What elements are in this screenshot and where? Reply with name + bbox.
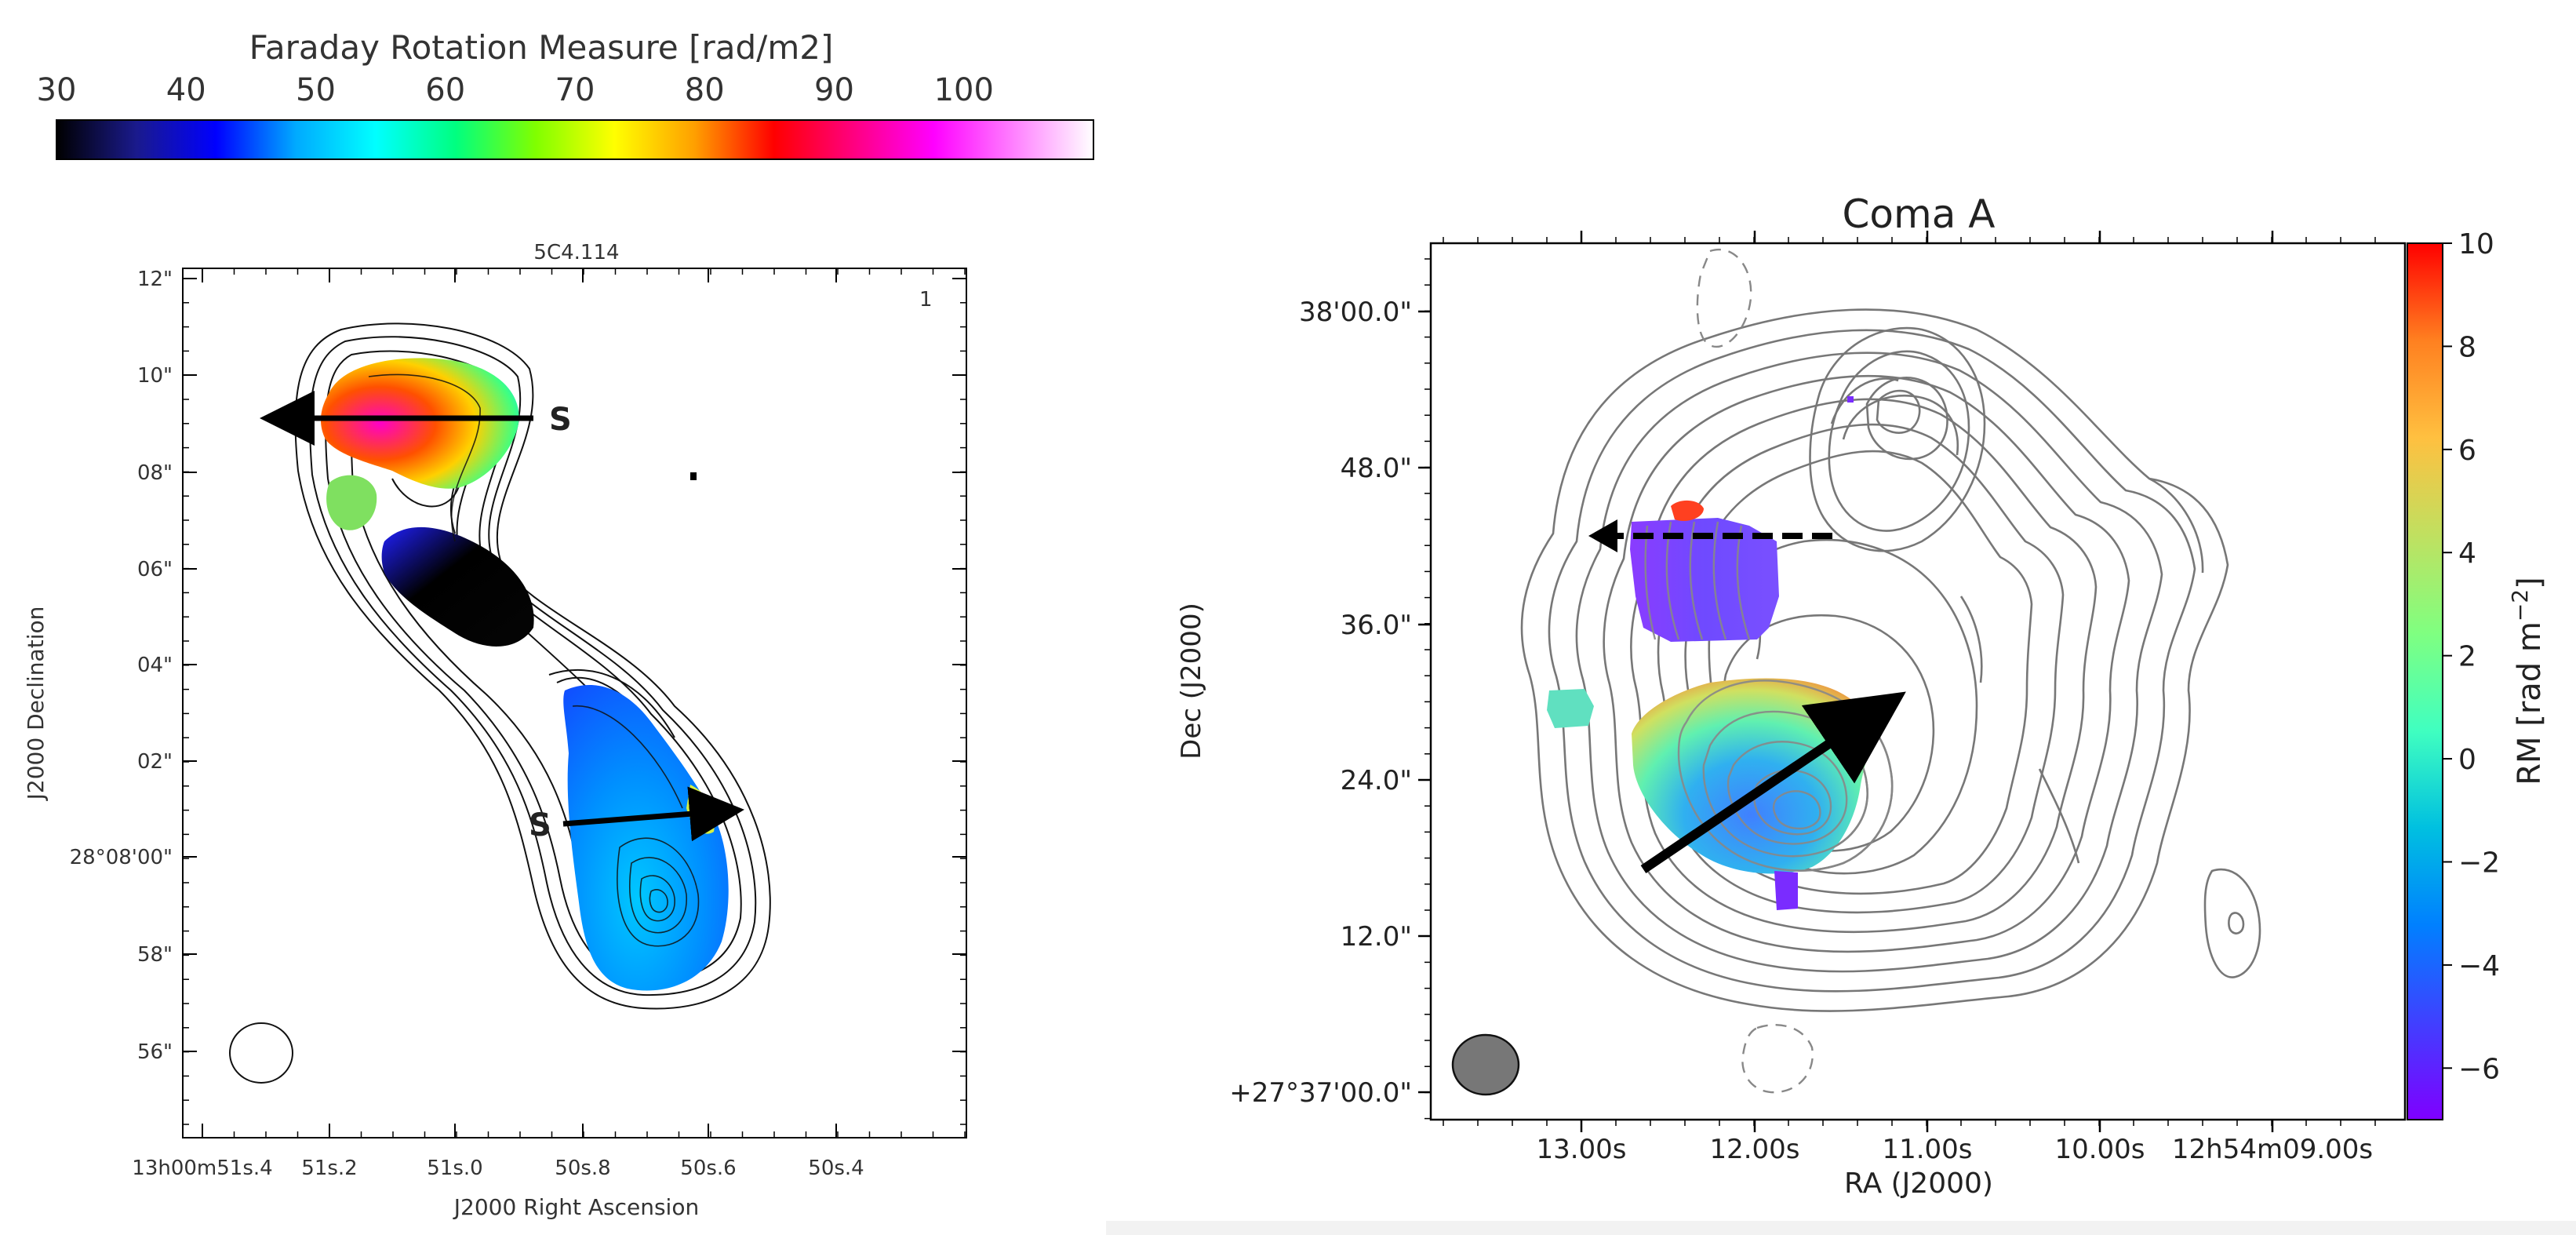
left-rm-region-jet xyxy=(381,526,534,647)
right-beam xyxy=(1451,1033,1520,1096)
left-arrow-south xyxy=(562,786,744,842)
right-panel: Coma A xyxy=(1176,191,2548,1200)
left-y-tick-label: 58" xyxy=(137,943,173,967)
right-rm-region-south-tail xyxy=(1774,871,1798,910)
right-colorbar-tick-label: 8 xyxy=(2458,331,2476,363)
left-annotation-s-south: S xyxy=(529,807,551,843)
left-y-tick-label: 08" xyxy=(137,461,173,485)
right-colorbar xyxy=(2407,242,2443,1120)
left-y-tick-label: 12" xyxy=(137,268,173,291)
right-y-tick-label: 38'00.0" xyxy=(1299,297,1412,328)
left-colorbar xyxy=(56,119,1094,160)
left-y-tick-label: 04" xyxy=(137,654,173,677)
left-y-tick-label: 56" xyxy=(137,1040,173,1064)
bottom-strip xyxy=(1106,1221,2576,1235)
right-rm-region-north-hot xyxy=(1671,500,1704,522)
left-annotation-s-north: S xyxy=(549,402,572,438)
right-xlabel: RA (J2000) xyxy=(1844,1168,1993,1200)
right-y-tick-label: 48.0" xyxy=(1341,453,1412,484)
right-rm-region-west xyxy=(1547,689,1594,728)
left-xlabel: J2000 Right Ascension xyxy=(453,1194,699,1220)
right-colorbar-ticks: 10 8 6 4 2 0 −2 −4 −6 xyxy=(2443,228,2500,1085)
left-y-tick-label: 28°08'00" xyxy=(70,846,173,869)
left-rm-region-north-small xyxy=(326,475,377,530)
left-x-tick-label: 50s.4 xyxy=(808,1157,864,1180)
left-ylabel: J2000 Declination xyxy=(23,607,49,802)
right-y-tick-label: +27°37'00.0" xyxy=(1229,1077,1412,1109)
left-y-tick-label: 02" xyxy=(137,750,173,774)
left-colorbar-tick-label: 100 xyxy=(934,72,994,108)
left-beam xyxy=(229,1022,293,1084)
right-contours-over xyxy=(1644,521,1894,872)
left-colorbar-ticks: 30 40 50 60 70 80 90 100 xyxy=(37,72,994,133)
left-y-tick-label: 06" xyxy=(137,558,173,581)
left-corner-label: 1 xyxy=(919,288,933,311)
right-arrow-solid xyxy=(1640,691,1906,873)
right-colorbar-tick-label: −4 xyxy=(2458,950,2500,982)
right-x-tick-label: 12.00s xyxy=(1709,1134,1799,1165)
left-x-tick-label: 13h00m51s.4 xyxy=(132,1157,272,1180)
right-colorbar-tick-label: −6 xyxy=(2458,1053,2500,1085)
right-colorbar-tick-label: 4 xyxy=(2458,537,2476,570)
left-colorbar-tick-label: 90 xyxy=(814,72,854,108)
left-x-tick-label: 50s.6 xyxy=(680,1157,736,1180)
left-panel: Faraday Rotation Measure [rad/m2] 30 40 50… xyxy=(23,28,1094,1220)
left-colorbar-tick-label: 70 xyxy=(555,72,595,108)
right-x-tick-label: 13.00s xyxy=(1536,1134,1626,1165)
right-rm-speck xyxy=(1847,396,1854,403)
right-x-tick-label: 10.00s xyxy=(2054,1134,2145,1165)
left-speck xyxy=(690,472,697,480)
right-plot-title: Coma A xyxy=(1843,191,1996,237)
left-x-tick-label: 51s.2 xyxy=(301,1157,357,1180)
right-colorbar-tick-label: −2 xyxy=(2458,847,2500,879)
right-colorbar-tick-label: 0 xyxy=(2458,744,2476,776)
right-contours-negative xyxy=(1696,249,1814,1094)
left-x-tick-label: 50s.8 xyxy=(555,1157,610,1180)
left-colorbar-tick-label: 50 xyxy=(296,72,336,108)
left-colorbar-tick-label: 40 xyxy=(166,72,206,108)
left-plot-title: 5C4.114 xyxy=(533,241,619,264)
right-x-tick-label: 11.00s xyxy=(1882,1134,1972,1165)
left-contours-inner xyxy=(368,373,700,947)
left-axes: 13h00m51s.4 51s.2 51s.0 50s.8 50s.6 50s.4 12" 1… xyxy=(70,268,966,1180)
left-colorbar-title: Faraday Rotation Measure [rad/m2] xyxy=(249,28,834,67)
right-y-tick-label: 24.0" xyxy=(1341,765,1412,796)
left-colorbar-tick-label: 30 xyxy=(37,72,77,108)
right-y-tick-label: 12.0" xyxy=(1341,921,1412,953)
right-axes: 13.00s 12.00s 11.00s 10.00s 12h54m09.00s 38'0… xyxy=(1229,231,2376,1165)
right-y-tick-label: 36.0" xyxy=(1341,610,1412,641)
left-y-tick-label: 10" xyxy=(137,364,173,388)
right-colorbar-label: RM [rad m−2] xyxy=(2507,577,2549,785)
right-plot-frame xyxy=(1429,242,2407,1121)
left-colorbar-tick-label: 60 xyxy=(425,72,465,108)
right-ylabel: Dec (J2000) xyxy=(1176,603,1207,760)
right-x-tick-label: 12h54m09.00s xyxy=(2172,1134,2373,1165)
right-colorbar-tick-label: 2 xyxy=(2458,641,2476,673)
left-x-tick-label: 51s.0 xyxy=(427,1157,482,1180)
right-colorbar-tick-label: 10 xyxy=(2458,228,2494,260)
right-arrow-dashed-head xyxy=(1588,519,1617,552)
left-colorbar-tick-label: 80 xyxy=(685,72,725,108)
right-colorbar-tick-label: 6 xyxy=(2458,435,2476,467)
